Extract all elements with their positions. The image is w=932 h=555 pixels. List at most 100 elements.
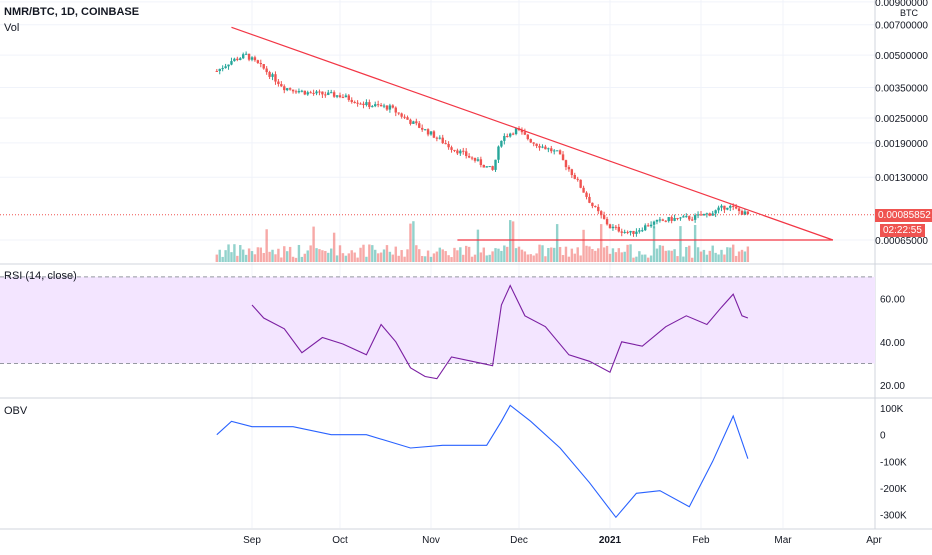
candle-body bbox=[653, 222, 655, 225]
volume-bar bbox=[641, 255, 643, 262]
candle-body bbox=[615, 227, 617, 228]
candle-body bbox=[353, 102, 355, 103]
volume-bar bbox=[670, 251, 672, 262]
volume-bar bbox=[691, 258, 693, 262]
volume-bar bbox=[626, 245, 628, 262]
candle-body bbox=[395, 108, 397, 113]
candle-body bbox=[480, 159, 482, 165]
candle-body bbox=[629, 231, 631, 232]
candle-body bbox=[594, 206, 596, 207]
candle-body bbox=[468, 156, 470, 158]
volume-bar bbox=[606, 246, 608, 262]
volume-bar bbox=[594, 251, 596, 262]
candle-body bbox=[483, 165, 485, 168]
volume-bar bbox=[236, 256, 238, 262]
volume-bar bbox=[747, 247, 749, 262]
volume-bar bbox=[277, 249, 279, 262]
candle-body bbox=[488, 166, 490, 167]
candle-body bbox=[556, 150, 558, 151]
candle-body bbox=[585, 193, 587, 197]
price-pane bbox=[0, 0, 875, 262]
time-tick-label: Feb bbox=[692, 535, 710, 546]
candle-body bbox=[277, 82, 279, 85]
volume-bar bbox=[327, 253, 329, 262]
volume-bar bbox=[312, 227, 314, 262]
volume-bar bbox=[450, 257, 452, 262]
candle-body bbox=[673, 218, 675, 221]
candle-body bbox=[471, 158, 473, 159]
time-tick-label: Dec bbox=[510, 535, 528, 546]
volume-bar bbox=[286, 251, 288, 262]
candle-body bbox=[233, 59, 235, 61]
candle-body bbox=[532, 142, 534, 143]
volume-bar bbox=[371, 245, 373, 262]
candle-body bbox=[389, 105, 391, 109]
candle-body bbox=[697, 214, 699, 215]
volume-bar bbox=[395, 247, 397, 262]
volume-bar bbox=[609, 254, 611, 262]
volume-bar bbox=[298, 245, 300, 262]
volume-bar bbox=[741, 250, 743, 262]
volume-bar bbox=[471, 257, 473, 262]
candle-body bbox=[230, 61, 232, 65]
candle-body bbox=[242, 54, 244, 58]
time-tick-label: Sep bbox=[243, 535, 261, 546]
rsi-label: RSI (14, close) bbox=[4, 270, 77, 282]
candle-body bbox=[544, 147, 546, 150]
volume-bar bbox=[280, 257, 282, 262]
candle-body bbox=[442, 138, 444, 143]
candle-body bbox=[603, 215, 605, 219]
price-tick-label: 0.00065000 bbox=[875, 236, 928, 247]
rsi-tick-label: 20.00 bbox=[880, 381, 905, 392]
volume-bar bbox=[365, 257, 367, 262]
candle-body bbox=[345, 95, 347, 97]
candle-body bbox=[694, 215, 696, 220]
volume-bar bbox=[632, 258, 634, 262]
candle-body bbox=[348, 95, 350, 99]
candle-body bbox=[453, 150, 455, 151]
volume-bar bbox=[368, 244, 370, 262]
candle-body bbox=[691, 219, 693, 220]
candle-body bbox=[251, 57, 253, 59]
candle-body bbox=[304, 91, 306, 95]
candle-body bbox=[427, 129, 429, 134]
candle-body bbox=[509, 134, 511, 137]
candle-body bbox=[491, 166, 493, 170]
candle-body bbox=[450, 147, 452, 150]
volume-bar bbox=[729, 248, 731, 262]
candle-body bbox=[418, 123, 420, 128]
volume-bar bbox=[744, 251, 746, 262]
volume-bar bbox=[421, 256, 423, 262]
volume-bar bbox=[295, 258, 297, 262]
candle-body bbox=[579, 180, 581, 188]
volume-bar bbox=[565, 247, 567, 262]
candle-body bbox=[356, 103, 358, 104]
volume-bar bbox=[568, 257, 570, 262]
volume-bar bbox=[483, 248, 485, 262]
candle-body bbox=[280, 84, 282, 86]
candle-body bbox=[421, 128, 423, 130]
volume-bar bbox=[251, 251, 253, 262]
candle-body bbox=[321, 92, 323, 95]
candle-body bbox=[741, 211, 743, 215]
volume-bar bbox=[603, 247, 605, 262]
volume-bar bbox=[700, 252, 702, 262]
volume-bar bbox=[274, 254, 276, 262]
volume-bar bbox=[242, 250, 244, 262]
candle-body bbox=[621, 231, 623, 232]
volume-bar bbox=[465, 246, 467, 262]
volume-bar bbox=[676, 256, 678, 262]
volume-bar bbox=[304, 254, 306, 262]
candle-body bbox=[568, 167, 570, 169]
candle-body bbox=[271, 74, 273, 77]
symbol-title: NMR/BTC, 1D, COINBASE bbox=[4, 6, 139, 18]
candle-body bbox=[732, 206, 734, 207]
candle-body bbox=[553, 150, 555, 151]
candle-body bbox=[248, 54, 250, 60]
volume-bar bbox=[477, 230, 479, 262]
volume-bar bbox=[436, 252, 438, 262]
volume-bar bbox=[433, 253, 435, 262]
volume-bar bbox=[424, 256, 426, 262]
